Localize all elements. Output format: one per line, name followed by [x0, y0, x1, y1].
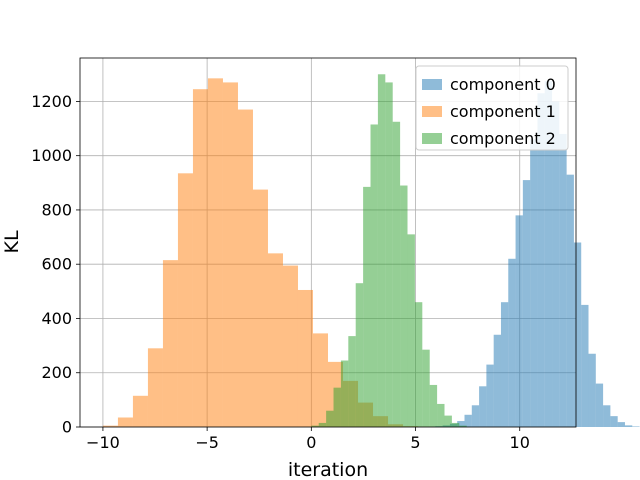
x-tick-label: 10 — [510, 433, 530, 452]
histogram-bar — [522, 180, 531, 427]
x-tick-label: −10 — [86, 433, 120, 452]
histogram-bar — [493, 334, 501, 427]
histogram-bar — [177, 173, 193, 427]
histogram-bar — [400, 185, 408, 427]
histogram-bar — [385, 82, 393, 427]
x-tick-label: 5 — [410, 433, 420, 452]
histogram-bar — [617, 422, 625, 427]
histogram-bar — [444, 415, 452, 427]
histogram-bar — [624, 425, 633, 427]
histogram-bar — [559, 133, 567, 427]
legend-label: component 2 — [450, 129, 556, 148]
histogram-bars — [102, 74, 640, 428]
x-tick-label: 0 — [306, 433, 316, 452]
histogram-bar — [162, 260, 178, 427]
legend-label: component 0 — [450, 75, 556, 94]
histogram-bar — [392, 121, 401, 427]
histogram-bar — [192, 89, 208, 427]
legend-swatch — [422, 106, 442, 117]
histogram-bar — [610, 416, 618, 427]
histogram-bar — [422, 349, 430, 427]
histogram-bar — [515, 215, 523, 427]
histogram-bar — [464, 414, 472, 427]
histogram-bar — [573, 242, 582, 427]
histogram-bar — [333, 387, 341, 427]
plot-frame — [79, 57, 577, 428]
y-tick-label: 1000 — [31, 146, 72, 165]
histogram-bar — [102, 425, 118, 427]
histogram-bar — [252, 189, 268, 427]
legend-swatch — [422, 133, 442, 144]
legend-label: component 1 — [450, 102, 556, 121]
histogram-bar — [355, 283, 364, 427]
histogram-bar — [370, 124, 378, 427]
histogram-bar — [508, 258, 516, 427]
histogram-bar — [530, 139, 538, 427]
y-tick-label: 600 — [41, 255, 72, 274]
histogram-bar — [451, 422, 460, 427]
histogram-bar — [500, 302, 509, 427]
y-tick-label: 800 — [41, 200, 72, 219]
histogram-bar — [311, 425, 319, 427]
y-axis-label: KL — [1, 230, 23, 253]
histogram-bar — [471, 405, 480, 427]
x-tick-label: −5 — [195, 433, 219, 452]
y-tick-label: 1200 — [31, 92, 72, 111]
ticks: −10 −5 0 5 10 0 200 400 600 800 1000 1200 — [31, 92, 530, 452]
histogram-bar — [414, 302, 423, 427]
histogram-bar — [544, 81, 553, 427]
legend-box — [415, 65, 569, 151]
histogram-bar — [363, 186, 371, 427]
histogram-bar — [132, 395, 148, 427]
histogram-bar — [348, 336, 356, 427]
histogram-bar — [207, 78, 223, 427]
histogram-bar — [552, 101, 560, 427]
axes — [79, 57, 577, 428]
histogram-bar — [267, 253, 283, 427]
histogram-bar — [459, 425, 467, 427]
histogram-bar — [222, 82, 238, 427]
histogram-bar — [407, 234, 415, 427]
histogram-bar — [147, 348, 163, 427]
series-0-bars — [428, 81, 640, 427]
histogram-bar — [479, 386, 487, 427]
legend-swatch — [422, 79, 442, 90]
histogram-bar — [340, 360, 349, 427]
histogram-bar — [486, 364, 494, 427]
histogram-bar — [457, 421, 465, 427]
y-tick-label: 400 — [41, 309, 72, 328]
histogram-bar — [237, 109, 253, 428]
histogram-bar — [318, 422, 327, 427]
y-tick-label: 200 — [41, 363, 72, 382]
histogram-bar — [537, 93, 545, 427]
histogram-bar — [282, 265, 298, 427]
histogram-bar — [429, 384, 438, 427]
histogram-bar — [603, 405, 611, 427]
histogram-bar — [581, 304, 589, 427]
histogram-bar — [117, 417, 133, 427]
legend: component 0 component 1 component 2 — [415, 65, 569, 151]
y-tick-label: 0 — [62, 418, 72, 437]
x-axis-label: iteration — [288, 459, 368, 480]
series-2-bars — [311, 74, 467, 427]
histogram-bar — [595, 383, 604, 427]
series-1-bars — [102, 78, 434, 428]
histogram-bar — [632, 426, 640, 427]
histogram-bar — [312, 333, 328, 427]
histogram-bar — [566, 174, 574, 427]
histogram-bar — [326, 410, 334, 427]
histogram-bar — [377, 74, 386, 427]
histogram-bar — [588, 353, 596, 427]
histogram-bar — [297, 289, 313, 427]
histogram-bar — [437, 403, 445, 427]
